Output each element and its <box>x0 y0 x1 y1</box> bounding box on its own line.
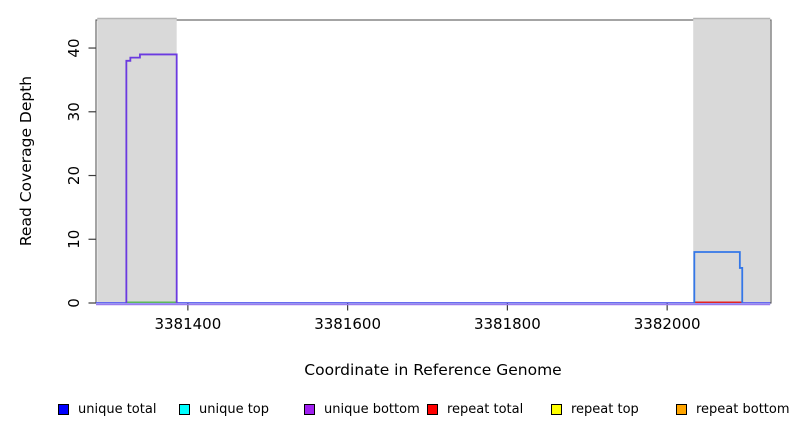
legend-item-repeat-total: repeat total <box>427 399 523 419</box>
x-axis-title: Coordinate in Reference Genome <box>304 361 561 379</box>
x-tick-label: 3382000 <box>634 315 701 333</box>
y-tick-label: 0 <box>65 298 83 308</box>
plot-area: 3381400 3381600 3381800 3382000 0 10 20 30 40 Co… <box>17 17 772 379</box>
legend: unique total unique top unique bottom repea… <box>0 399 792 421</box>
legend-label-unique-bottom: unique bottom <box>324 401 420 417</box>
plot-box <box>95 19 772 304</box>
legend-item-unique-total: unique total <box>58 399 156 419</box>
legend-label-unique-total: unique total <box>78 401 157 417</box>
legend-swatch-unique-total <box>58 403 69 415</box>
legend-item-repeat-bottom: repeat bottom <box>676 399 790 419</box>
legend-item-repeat-top: repeat top <box>551 399 639 419</box>
unique-coverage-right-peak <box>693 251 744 303</box>
legend-swatch-repeat-top <box>551 403 562 415</box>
legend-label-repeat-bottom: repeat bottom <box>696 401 790 417</box>
x-tick-label: 3381600 <box>314 315 381 333</box>
legend-swatch-unique-bottom <box>304 403 315 415</box>
y-tick-label: 30 <box>65 102 83 121</box>
y-tick-label: 40 <box>65 38 83 57</box>
legend-swatch-repeat-bottom <box>676 403 687 415</box>
unique-coverage-left-peak <box>125 53 178 303</box>
legend-label-repeat-total: repeat total <box>447 401 524 417</box>
right-gray-region <box>693 18 771 303</box>
x-tick-label: 3381400 <box>154 315 221 333</box>
x-tick-label: 3381800 <box>474 315 541 333</box>
legend-label-unique-top: unique top <box>199 401 270 417</box>
y-tick-label: 20 <box>65 166 83 185</box>
legend-swatch-unique-top <box>179 403 190 415</box>
y-tick-label: 10 <box>65 230 83 249</box>
legend-item-unique-bottom: unique bottom <box>304 399 420 419</box>
legend-swatch-repeat-total <box>427 403 438 415</box>
left-gray-region <box>97 18 177 303</box>
legend-item-unique-top: unique top <box>179 399 269 419</box>
legend-label-repeat-top: repeat top <box>571 401 639 417</box>
y-axis-title: Read Coverage Depth <box>17 76 35 246</box>
